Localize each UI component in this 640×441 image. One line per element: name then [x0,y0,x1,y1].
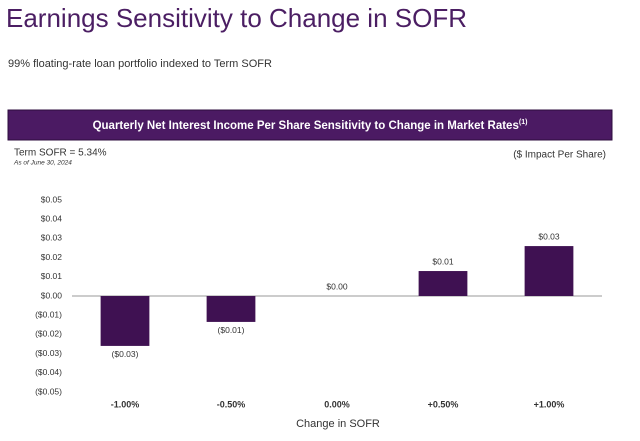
y-label: ($ Impact Per Share) [513,150,606,161]
y-tick-label: $0.01 [41,271,63,281]
page-subtitle: 99% floating-rate loan portfolio indexed… [8,58,272,70]
y-tick-label: ($0.04) [35,367,62,377]
y-tick-label: $0.04 [41,213,63,223]
chart-title: Quarterly Net Interest Income Per Share … [93,119,528,132]
x-tick-label: -1.00% [111,399,140,409]
y-tick-label: $0.02 [41,252,63,262]
value-label: $0.01 [432,256,454,266]
y-tick-label: ($0.02) [35,329,62,339]
chart-note: As of June 30, 2024 [13,160,72,167]
x-tick-label: -0.50% [217,399,246,409]
x-label: Change in SOFR [296,418,380,430]
title-note: (1) [519,119,528,126]
y-tick-label: $0.05 [41,194,63,204]
value-label: $0.00 [326,281,348,291]
y-tick-label: ($0.01) [35,309,62,319]
bar [206,296,256,322]
y-tick-label: ($0.03) [35,348,62,358]
page-title: Earnings Sensitivity to Change in SOFR [6,3,467,33]
bar [418,271,468,296]
y-tick-label: $0.03 [41,233,63,243]
bar [524,246,574,296]
bar [100,296,150,346]
value-label: $0.03 [538,231,560,241]
banner [7,109,613,141]
value-label: ($0.03) [112,349,139,359]
chart-title-text: Quarterly Net Interest Income Per Share … [93,120,519,132]
y-tick-label: $0.00 [41,290,63,300]
value-label: ($0.01) [218,325,245,335]
x-tick-label: +0.50% [428,399,459,409]
x-tick-label: 0.00% [324,399,350,409]
y-tick-label: ($0.05) [35,386,62,396]
x-tick-label: +1.00% [534,399,565,409]
chart-subtitle: Term SOFR = 5.34% [14,148,107,159]
